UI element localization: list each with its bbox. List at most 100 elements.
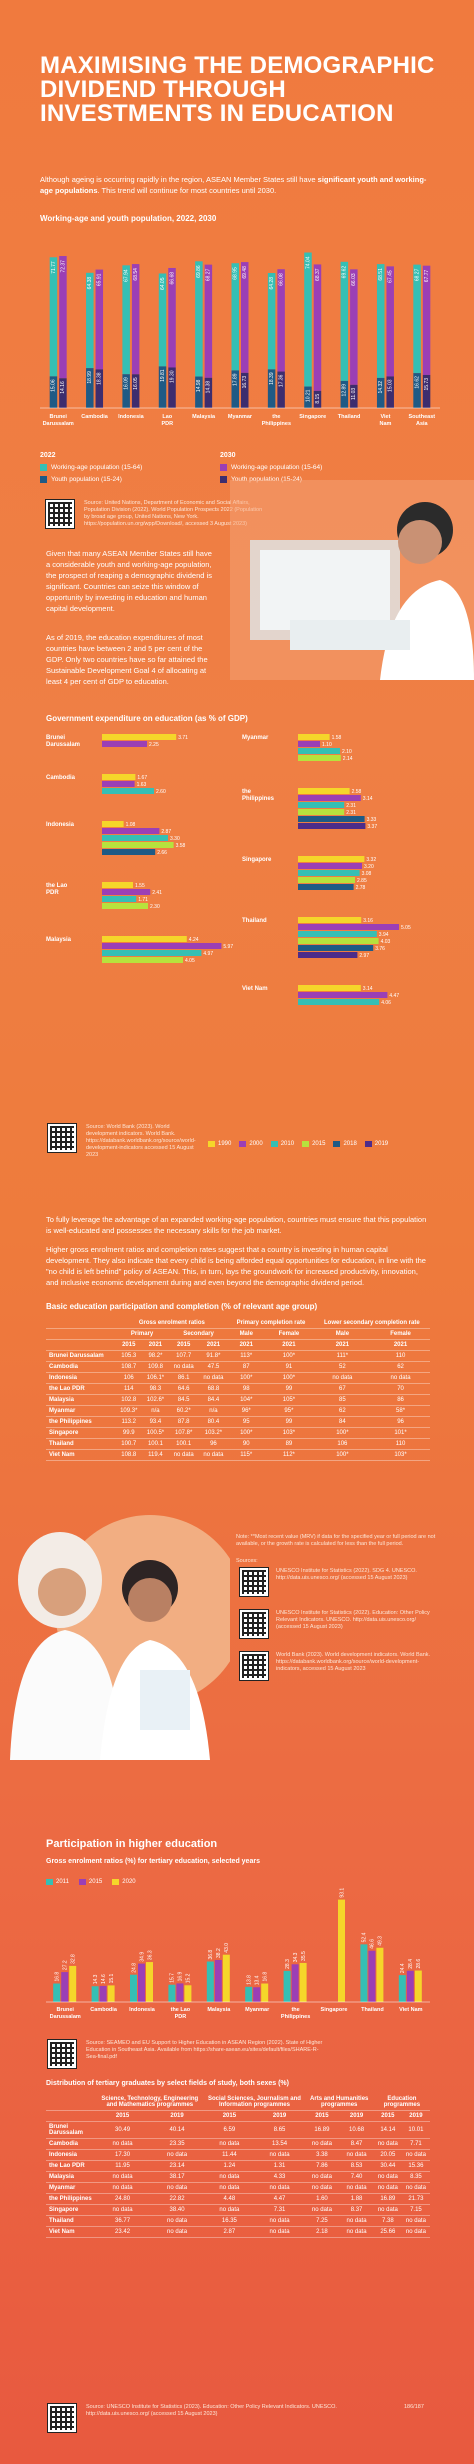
tertiary-value: 28.6 — [416, 1959, 422, 1969]
expenditure-bar — [298, 816, 365, 822]
table-cell: the Lao PDR — [46, 2160, 96, 2172]
tertiary-legend: 2011 2015 2020 — [46, 1872, 246, 1885]
country-label: Darussalam — [46, 742, 80, 748]
qr-code — [47, 2039, 77, 2069]
legend-year: 2015 — [312, 1141, 326, 1147]
expenditure-bar — [102, 734, 177, 740]
table-header-female: Female — [371, 1328, 430, 1340]
expenditure-bar — [298, 788, 350, 794]
working-age-bar — [86, 272, 94, 369]
table-cell: 93.4 — [142, 1416, 169, 1428]
table-cell: 16.35 — [204, 2215, 255, 2227]
table-header-female: Female — [264, 1328, 314, 1340]
table-row: Cambodia 108.7 109.8 no data 47.5 87 91 52 62 — [46, 1361, 430, 1373]
expenditure-bar — [298, 999, 380, 1005]
tertiary-value: 32.8 — [71, 1954, 77, 1964]
youth-label: 14.32 — [378, 381, 384, 394]
tertiary-bar — [61, 1972, 69, 2002]
tertiary-value: 36.3 — [147, 1950, 153, 1960]
expenditure-value: 4.24 — [189, 937, 199, 943]
tertiary-bar — [376, 1947, 384, 2002]
tertiary-bar — [245, 1986, 253, 2002]
youth-bar — [277, 371, 285, 408]
girls-photo — [10, 1515, 230, 1760]
table-row: Malaysia 102.8 102.6* 84.5 84.4 104* 105* 85 86 — [46, 1394, 430, 1406]
working-age-bar — [241, 262, 249, 373]
expenditure-value: 5.97 — [223, 944, 233, 950]
expenditure-bar — [102, 774, 136, 780]
qr-code — [47, 2403, 77, 2433]
tertiary-value: 28.4 — [408, 1959, 414, 1969]
tertiary-category: Singapore — [321, 2007, 348, 2013]
legend-year: 2018 — [343, 1141, 357, 1147]
working-age-label: 68.27 — [414, 268, 420, 281]
legend-year: 2020 — [122, 1879, 136, 1885]
page-number: 186/187 — [404, 2404, 424, 2410]
working-age-bar — [313, 264, 322, 391]
youth-label: 15.73 — [424, 378, 430, 391]
youth-bar — [350, 384, 358, 408]
tertiary-bar — [299, 1962, 307, 2002]
table-header-empty — [46, 1318, 116, 1329]
youth-label: 17.36 — [278, 374, 284, 387]
legend-year: 1990 — [218, 1141, 232, 1147]
tertiary-value: 13.4 — [255, 1975, 261, 1985]
table-year: 2015 — [304, 2110, 340, 2122]
table-cell: 23.35 — [149, 2138, 205, 2150]
expenditure-bar — [102, 957, 183, 963]
working-age-label: 69.86 — [196, 265, 202, 278]
category-label: Southeast — [409, 414, 436, 420]
youth-bar — [86, 368, 94, 408]
tertiary-bar — [184, 1985, 192, 2002]
working-age-label: 64.28 — [269, 277, 275, 290]
expenditure-bar — [298, 877, 355, 883]
tertiary-value: 34.3 — [293, 1952, 299, 1962]
table-cell: 111* — [313, 1350, 372, 1362]
table-cell: 4.33 — [254, 2171, 305, 2183]
tertiary-bar — [398, 1975, 406, 2002]
working-age-bar — [386, 266, 394, 377]
table-cell: no data — [373, 2182, 402, 2194]
table-header-gross: Gross enrolment ratios — [115, 1318, 229, 1329]
expenditure-value: 2.87 — [161, 829, 171, 835]
tertiary-value: 38.2 — [216, 1948, 222, 1958]
table-cell: Singapore — [46, 1427, 116, 1439]
country-label: the Lao — [46, 883, 68, 889]
table-cell: 8.35 — [401, 2171, 430, 2183]
working-age-bar — [231, 263, 239, 371]
expenditure-value: 2.97 — [359, 953, 369, 959]
expenditure-bar — [298, 917, 362, 923]
working-age-label: 68.95 — [233, 267, 239, 280]
table-cell: no data — [95, 2182, 150, 2194]
table-cell: 4.48 — [204, 2193, 255, 2205]
table-cell: 113.2 — [115, 1416, 143, 1428]
expenditure-bar — [298, 924, 399, 930]
table-cell: 100* — [313, 1427, 372, 1439]
table-cell: no data — [254, 2215, 305, 2227]
table-cell: 7.71 — [401, 2138, 430, 2150]
table-cell: 100* — [264, 1372, 314, 1384]
table-row: Malaysia no data 38.17 no data 4.33 no data 7.… — [46, 2171, 430, 2183]
country-label: Cambodia — [46, 775, 76, 781]
table-cell: no data — [304, 2182, 340, 2194]
country-label: Malaysia — [46, 937, 72, 943]
table-cell: 4.47 — [254, 2193, 305, 2205]
legend-swatch — [40, 464, 47, 471]
table-cell: no data — [204, 2171, 255, 2183]
tertiary-bar — [107, 1985, 115, 2002]
table-row: Cambodia no data 23.35 no data 13.54 no data 8… — [46, 2138, 430, 2150]
expenditure-value: 2.25 — [149, 742, 159, 748]
working-age-bar — [131, 264, 140, 375]
legend-item: 2019 — [364, 1141, 388, 1147]
tertiary-value: 15.7 — [170, 1973, 176, 1983]
tertiary-value: 24.4 — [400, 1963, 406, 1973]
expenditure-value: 1.67 — [137, 775, 147, 781]
tertiary-bar — [368, 1950, 376, 2002]
participation-para-1: To fully leverage the advantage of an ex… — [46, 1215, 427, 1235]
youth-bar — [413, 373, 421, 408]
table-cell: Cambodia — [46, 1361, 116, 1373]
table-cell: 3.38 — [304, 2149, 340, 2161]
tertiary-value: 35.5 — [301, 1951, 307, 1961]
legend-year: 2015 — [88, 1879, 103, 1885]
